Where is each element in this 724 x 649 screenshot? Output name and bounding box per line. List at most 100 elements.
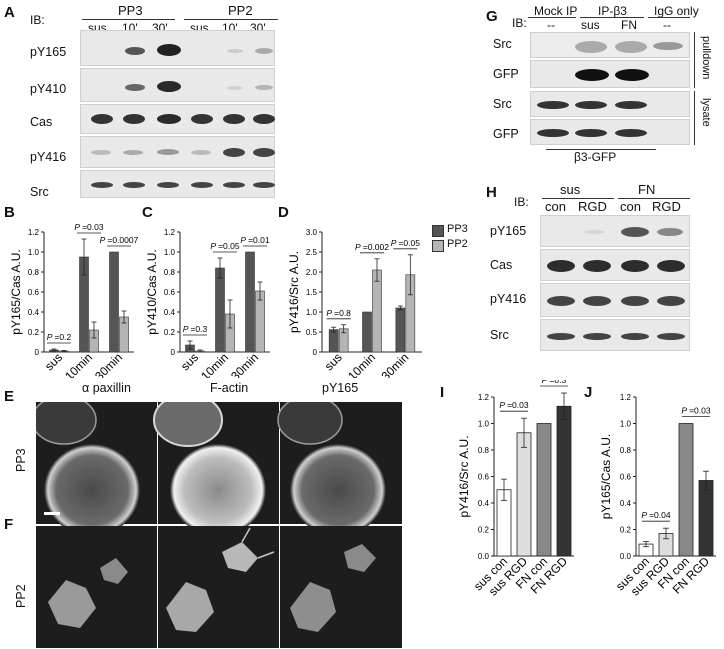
panel-label-i: I — [440, 384, 445, 401]
chart-b: 0 0.2 0.4 0.6 0.8 1.0 1.2 pY165/Cas A.U. sus P =0… — [9, 222, 139, 378]
panel-label-g: G — [486, 8, 498, 25]
lane-label: con — [620, 199, 641, 214]
col-label-f-actin: F-actin — [210, 381, 249, 395]
blot-strip-g-src-pd — [530, 32, 690, 58]
group-line-pp2 — [184, 19, 278, 20]
row-label-pp2: PP2 — [14, 584, 28, 608]
group-label-pp2: PP2 — [228, 3, 253, 18]
legend-swatch-pp3 — [432, 225, 444, 237]
p-value-label: P =0.05 — [391, 238, 420, 248]
blot-row-label: pY410 — [30, 82, 67, 96]
bar — [215, 267, 225, 353]
bar — [109, 251, 119, 353]
x-tick-label: 30min — [378, 350, 411, 378]
blot-strip-py416 — [80, 136, 275, 168]
p-value-label: P =0.3 — [542, 380, 567, 385]
panel-label-c: C — [142, 204, 153, 221]
x-tick-label: 10min — [198, 350, 231, 378]
legend-swatch-pp2 — [432, 240, 444, 252]
bar — [556, 405, 572, 557]
legend-label-pp2: PP2 — [447, 238, 468, 250]
bar — [536, 423, 552, 557]
y-tick-label: 0.8 — [164, 268, 176, 277]
lane-label: -- — [547, 18, 555, 32]
y-tick-label: 0.6 — [164, 288, 176, 297]
y-tick-label: 0.2 — [164, 328, 176, 337]
y-tick-label: 0.0 — [620, 552, 632, 561]
blot-strip-g-gfp-pd — [530, 60, 690, 88]
blot-row-label: Src — [493, 97, 512, 111]
chart-d: 0 0.5 1.0 1.5 2.0 2.5 3.0 pY416/Src A.U. sus P =0… — [287, 228, 422, 378]
blot-row-label: Cas — [30, 115, 53, 129]
micrograph-e-paxillin — [36, 402, 157, 536]
blot-row-label: pY416 — [30, 150, 67, 164]
y-tick-label: 0.6 — [620, 473, 632, 482]
y-tick-label: 1.0 — [306, 308, 318, 317]
header-line — [580, 17, 644, 18]
y-tick-label: 1.2 — [28, 228, 40, 237]
x-tick-label: 10min — [345, 350, 378, 378]
group-label-fn: FN — [638, 182, 656, 197]
side-label-pulldown: pulldown — [700, 36, 712, 80]
bar — [362, 311, 372, 353]
p-value-label: P =0.2 — [47, 332, 72, 342]
bar — [245, 251, 255, 353]
group-label-sus: sus — [560, 182, 581, 197]
y-tick-label: 0 — [313, 348, 318, 357]
panel-label-f: F — [4, 516, 14, 533]
chart-c: 0 0.2 0.4 0.6 0.8 1.0 1.2 pY410/Cas A.U. sus P =0… — [145, 228, 270, 378]
header-line — [648, 17, 690, 18]
y-tick-label: 1.2 — [620, 393, 632, 402]
p-value-label: P =0.05 — [210, 241, 239, 251]
bar — [395, 307, 406, 353]
x-tick-label: 30min — [92, 350, 125, 378]
y-tick-label: 1.0 — [164, 248, 176, 257]
y-tick-label: 0.2 — [620, 526, 632, 535]
side-label-lysate: lysate — [700, 98, 712, 127]
y-tick-label: 1.2 — [164, 228, 176, 237]
y-tick-label: 1.0 — [478, 420, 490, 429]
ib-label: IB: — [512, 16, 527, 30]
y-tick-label: 0.2 — [478, 526, 490, 535]
y-tick-label: 0.4 — [28, 308, 40, 317]
y-tick-label: 0 — [35, 348, 40, 357]
y-tick-label: 3.0 — [306, 228, 318, 237]
ib-label: IB: — [514, 195, 529, 209]
panel-label-b: B — [4, 204, 15, 221]
blot-row-label: pY416 — [490, 292, 527, 306]
panel-label-a: A — [4, 4, 15, 21]
y-tick-label: 0.5 — [306, 328, 318, 337]
bar — [372, 269, 382, 353]
y-tick-label: 0.4 — [164, 308, 176, 317]
blot-strip-g-src-ly — [530, 91, 690, 117]
group-label-pp3: PP3 — [118, 3, 143, 18]
header-line — [528, 17, 576, 18]
bracket-lysate — [694, 91, 695, 145]
blot-strip-cas — [80, 104, 275, 134]
blot-strip-py165 — [80, 30, 275, 66]
y-tick-label: 0 — [171, 348, 176, 357]
col-label-py165: pY165 — [322, 381, 359, 395]
col-label-paxillin: α paxillin — [82, 381, 131, 395]
blot-row-label: pY165 — [30, 45, 67, 59]
x-tick-label: sus — [42, 350, 65, 373]
blot-row-label: Cas — [490, 258, 513, 272]
micrograph-e-py165 — [277, 402, 402, 536]
blot-strip-g-gfp-ly — [530, 119, 690, 145]
p-value-label: P =0.3 — [183, 324, 208, 334]
group-line — [542, 198, 614, 199]
p-value-label: P =0.01 — [240, 235, 269, 245]
lane-label: FN — [621, 18, 637, 32]
x-tick-label: 30min — [228, 350, 261, 378]
y-tick-label: 0.8 — [478, 446, 490, 455]
y-axis-label: pY165/Cas A.U. — [599, 434, 613, 519]
y-tick-label: 2.0 — [306, 268, 318, 277]
bar — [698, 480, 714, 557]
lane-label: sus — [581, 18, 600, 32]
blot-strip-src — [80, 170, 275, 198]
bottom-line — [546, 149, 656, 150]
legend-label-pp3: PP3 — [447, 223, 468, 235]
x-tick-label: 10min — [62, 350, 95, 378]
